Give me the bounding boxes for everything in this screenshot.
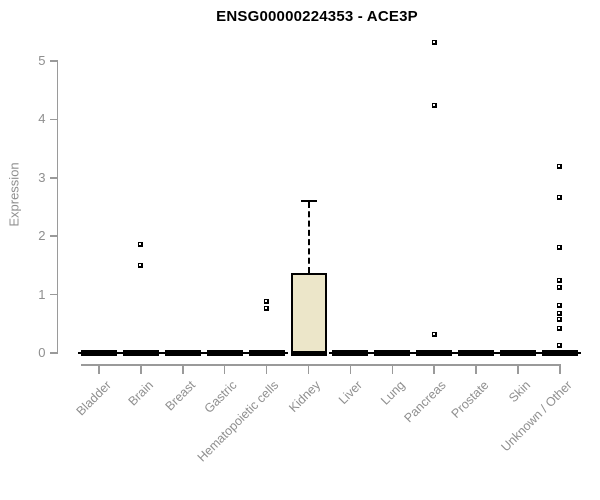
x-tick-label: Gastric bbox=[201, 378, 240, 416]
box bbox=[290, 272, 327, 353]
y-axis-tick bbox=[49, 293, 58, 296]
outlier-point bbox=[557, 195, 563, 201]
y-axis-tick bbox=[49, 177, 58, 179]
x-axis-tick bbox=[475, 364, 477, 374]
y-tick-label: 4 bbox=[38, 111, 46, 127]
collapsed-box bbox=[541, 350, 578, 356]
collapsed-box bbox=[416, 350, 453, 356]
outlier-point bbox=[557, 316, 563, 322]
outlier-point bbox=[557, 311, 563, 317]
x-axis-tick bbox=[559, 364, 561, 374]
outlier-point bbox=[431, 102, 437, 108]
collapsed-box bbox=[458, 350, 495, 356]
y-axis-tick bbox=[49, 235, 58, 237]
y-axis-line bbox=[56, 61, 59, 353]
outlier-point bbox=[557, 284, 563, 290]
x-tick-label: Hematopoietic cells bbox=[194, 378, 282, 465]
x-axis-tick bbox=[182, 364, 184, 374]
collapsed-box bbox=[332, 350, 369, 356]
outlier-point bbox=[557, 325, 563, 331]
y-axis-tick bbox=[49, 60, 58, 62]
collapsed-box bbox=[81, 350, 117, 356]
x-axis-tick bbox=[307, 364, 310, 374]
outlier-point bbox=[431, 332, 437, 338]
y-tick-label: 1 bbox=[38, 286, 46, 302]
outlier-point bbox=[264, 306, 270, 312]
outlier-point bbox=[557, 163, 563, 169]
whisker-cap bbox=[300, 199, 317, 203]
x-tick-label: Lung bbox=[377, 378, 408, 408]
collapsed-box bbox=[164, 350, 201, 356]
x-tick-label: Skin bbox=[505, 378, 533, 406]
median-line bbox=[290, 350, 327, 356]
outlier-point bbox=[138, 242, 144, 248]
outlier-point bbox=[557, 277, 563, 283]
chart-title: ENSG00000224353 - ACE3P bbox=[216, 8, 418, 25]
x-axis-tick bbox=[391, 364, 394, 374]
x-tick-label: Liver bbox=[336, 378, 366, 408]
x-tick-label: Pancreas bbox=[401, 378, 450, 426]
y-tick-label: 3 bbox=[38, 169, 46, 185]
collapsed-box bbox=[122, 350, 159, 356]
collapsed-box bbox=[500, 350, 536, 356]
x-tick-label: Bladder bbox=[73, 378, 114, 419]
y-tick-label: 5 bbox=[38, 53, 46, 68]
x-axis-line bbox=[81, 364, 561, 366]
outlier-point bbox=[557, 302, 563, 308]
x-axis-tick bbox=[265, 364, 268, 374]
outlier-point bbox=[138, 262, 144, 268]
x-tick-label: Prostate bbox=[448, 378, 492, 421]
y-tick-label: 2 bbox=[38, 228, 46, 244]
collapsed-box bbox=[374, 350, 411, 356]
x-tick-label: Kidney bbox=[286, 378, 324, 415]
whisker bbox=[307, 201, 310, 273]
x-axis-tick bbox=[98, 364, 100, 374]
x-axis-tick bbox=[140, 364, 142, 374]
outlier-point bbox=[264, 298, 270, 304]
outlier-point bbox=[431, 39, 437, 45]
outlier-point bbox=[557, 245, 563, 251]
x-axis-tick bbox=[433, 364, 435, 374]
x-axis-tick bbox=[517, 364, 519, 374]
collapsed-box bbox=[248, 350, 285, 356]
collapsed-box bbox=[206, 350, 243, 356]
x-tick-label: Breast bbox=[162, 378, 198, 414]
x-tick-label: Brain bbox=[125, 378, 156, 409]
y-axis-tick bbox=[49, 352, 58, 354]
x-axis-tick bbox=[223, 364, 226, 374]
y-axis-tick bbox=[49, 118, 58, 121]
y-tick-label: 0 bbox=[38, 345, 46, 360]
outlier-point bbox=[557, 343, 563, 349]
x-axis-tick bbox=[349, 364, 352, 374]
